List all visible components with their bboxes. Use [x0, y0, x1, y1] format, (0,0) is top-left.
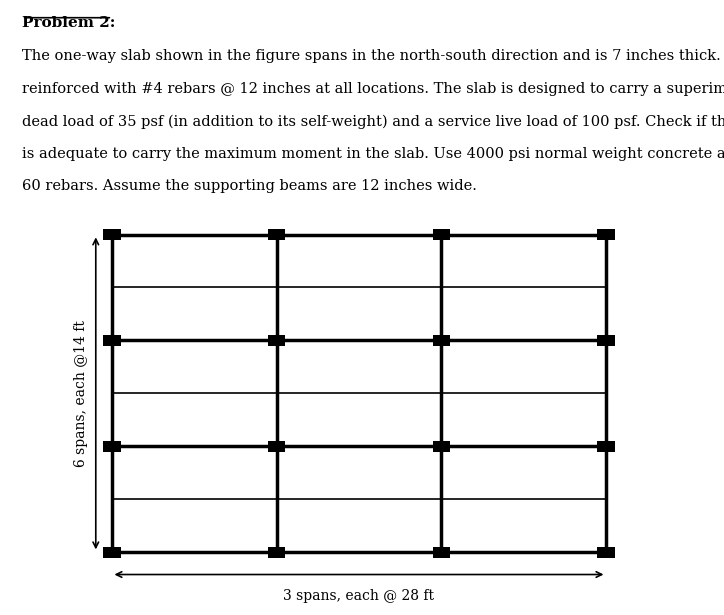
Bar: [268, 440, 285, 452]
Text: is adequate to carry the maximum moment in the slab. Use 4000 psi normal weight : is adequate to carry the maximum moment …: [22, 146, 724, 161]
Bar: [597, 547, 615, 558]
Bar: [268, 547, 285, 558]
Bar: [268, 229, 285, 240]
Text: dead load of 35 psf (in addition to its self-weight) and a service live load of : dead load of 35 psf (in addition to its …: [22, 114, 724, 129]
Text: 6 spans, each @14 ft: 6 spans, each @14 ft: [75, 320, 88, 467]
Text: 3 spans, each @ 28 ft: 3 spans, each @ 28 ft: [284, 589, 434, 603]
Bar: [432, 229, 450, 240]
Bar: [268, 335, 285, 346]
Bar: [597, 229, 615, 240]
Bar: [432, 547, 450, 558]
Bar: [597, 440, 615, 452]
Bar: [103, 440, 120, 452]
Text: Problem 2:: Problem 2:: [22, 16, 115, 30]
Text: The one-way slab shown in the figure spans in the north-south direction and is 7: The one-way slab shown in the figure spa…: [22, 49, 724, 63]
Bar: [432, 440, 450, 452]
Text: 60 rebars. Assume the supporting beams are 12 inches wide.: 60 rebars. Assume the supporting beams a…: [22, 179, 476, 193]
Bar: [103, 229, 120, 240]
Bar: [103, 547, 120, 558]
Text: reinforced with #4 rebars @ 12 inches at all locations. The slab is designed to : reinforced with #4 rebars @ 12 inches at…: [22, 82, 724, 96]
Bar: [103, 335, 120, 346]
Bar: [432, 335, 450, 346]
Bar: [597, 335, 615, 346]
